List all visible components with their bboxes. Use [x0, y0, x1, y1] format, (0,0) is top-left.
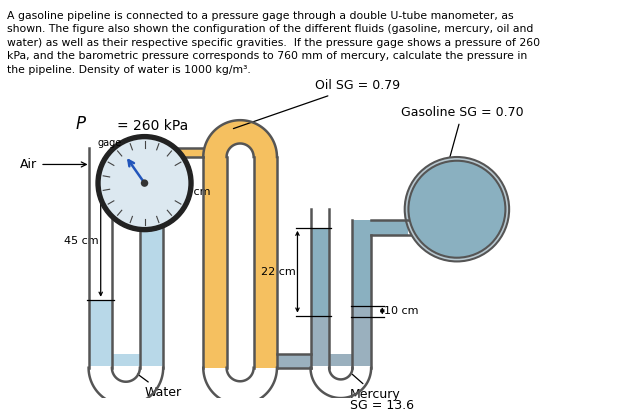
Text: SG = 13.6: SG = 13.6 — [350, 399, 414, 412]
Text: A gasoline pipeline is connected to a pressure gage through a double U-tube mano: A gasoline pipeline is connected to a pr… — [8, 10, 541, 75]
Circle shape — [101, 139, 188, 227]
Polygon shape — [254, 157, 277, 368]
Polygon shape — [352, 220, 371, 306]
Polygon shape — [204, 157, 227, 368]
Text: 50 cm: 50 cm — [177, 187, 211, 197]
Polygon shape — [140, 157, 163, 202]
Text: Oil SG = 0.79: Oil SG = 0.79 — [234, 79, 400, 129]
Text: 22 cm: 22 cm — [261, 267, 295, 277]
Text: = 260 kPa: = 260 kPa — [117, 119, 188, 133]
Text: gage: gage — [98, 138, 122, 148]
Text: 10 cm: 10 cm — [384, 306, 419, 316]
Text: Air: Air — [20, 158, 86, 171]
Circle shape — [404, 157, 509, 261]
Polygon shape — [311, 228, 329, 316]
Polygon shape — [204, 120, 277, 157]
Text: Water: Water — [137, 374, 182, 399]
Circle shape — [141, 179, 148, 187]
Text: Pipe: Pipe — [444, 203, 470, 216]
Text: Mercury: Mercury — [350, 374, 401, 401]
Text: Gasoline SG = 0.70: Gasoline SG = 0.70 — [401, 106, 524, 163]
Polygon shape — [311, 306, 371, 366]
Circle shape — [96, 134, 193, 232]
Polygon shape — [89, 202, 163, 366]
Circle shape — [408, 161, 505, 258]
Text: 45 cm: 45 cm — [64, 236, 99, 246]
Text: $\mathit{P}$: $\mathit{P}$ — [74, 115, 87, 133]
